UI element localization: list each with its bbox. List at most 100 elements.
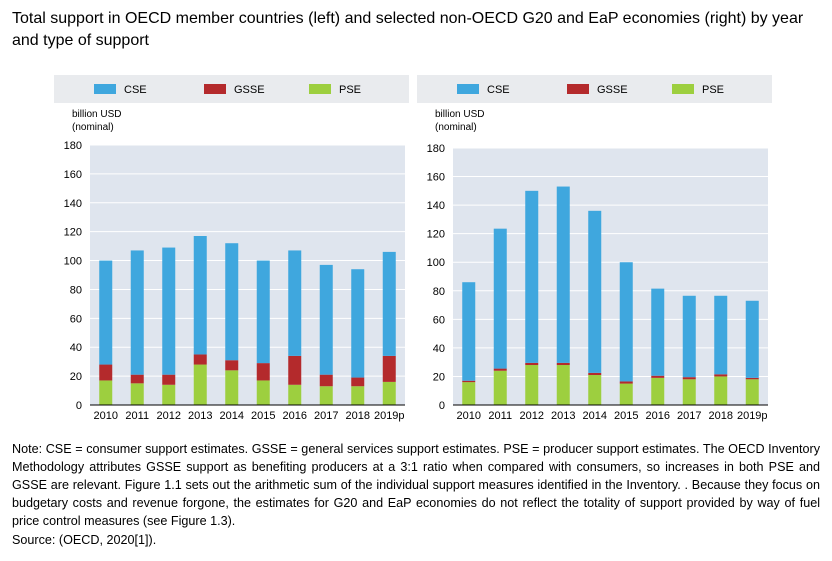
bar-gsse-2012 [525,362,539,366]
bar-cse-2016 [288,250,302,356]
bar-gsse-2018 [351,377,365,387]
legend-swatch-pse [672,84,694,94]
x-tick-label: 2013 [188,410,212,422]
bar-pse-2016 [651,377,665,405]
bar-pse-2012 [162,384,176,405]
legend-swatch-pse [309,84,331,94]
y-tick-label: 160 [427,172,445,184]
y-axis-label: (nominal) [435,122,477,133]
bar-pse-2017 [682,379,696,405]
figure-title: Total support in OECD member countries (… [12,10,804,49]
x-tick-label: 2011 [488,410,512,422]
y-tick-label: 20 [433,371,445,383]
x-tick-label: 2016 [646,410,670,422]
x-tick-label: 2010 [457,410,481,422]
x-tick-label: 2019p [374,410,405,422]
bar-gsse-2015 [619,381,633,384]
left-chart-panel: CSE GSSE PSE billion USD (nominal) 0 20 40 60 80 1… [54,75,409,427]
bar-gsse-2014 [588,372,602,376]
x-tick-label: 2014 [583,410,607,422]
bar-pse-2019p [745,379,759,405]
x-tick-label: 2018 [709,410,733,422]
bar-cse-2019p [382,251,396,356]
legend-swatch-gsse [204,84,226,94]
y-tick-label: 100 [427,257,445,269]
bar-pse-2011 [130,383,144,405]
y-tick-label: 180 [64,140,82,152]
bar-pse-2010 [99,380,113,405]
figure-source: Source: (OECD, 2020[1]). [12,533,157,547]
legend-label-cse: CSE [124,84,147,96]
y-tick-label: 140 [64,198,82,210]
bar-pse-2010 [462,382,476,405]
bar-cse-2010 [462,282,476,381]
bar-gsse-2011 [493,368,507,371]
bar-cse-2012 [162,247,176,375]
x-tick-label: 2016 [283,410,307,422]
bar-cse-2011 [493,228,507,369]
legend-swatch-gsse [567,84,589,94]
x-tick-label: 2012 [157,410,181,422]
y-tick-label: 20 [70,371,82,383]
y-tick-label: 40 [433,343,445,355]
bar-pse-2012 [525,365,539,405]
bar-gsse-2019p [382,355,396,382]
bar-pse-2018 [351,386,365,405]
legend-label-gsse: GSSE [234,84,265,96]
y-tick-label: 80 [70,284,82,296]
bar-pse-2016 [288,384,302,405]
y-tick-label: 160 [64,169,82,181]
bar-gsse-2010 [99,364,113,381]
x-tick-label: 2012 [520,410,544,422]
bar-gsse-2016 [651,375,665,378]
bar-cse-2012 [525,190,539,363]
y-axis-label: billion USD [72,109,121,120]
y-tick-label: 120 [427,229,445,241]
bar-cse-2017 [682,295,696,378]
bar-gsse-2010 [462,380,476,383]
y-tick-label: 40 [70,342,82,354]
bar-pse-2013 [556,365,570,405]
g20-eap-support-chart: CSE GSSE PSE billion USD (nominal) 0 20 40 60 80 1… [417,75,772,422]
bar-pse-2018 [714,376,728,405]
x-tick-label: 2013 [551,410,575,422]
bar-cse-2014 [225,243,239,361]
bar-gsse-2012 [162,374,176,385]
legend-label-pse: PSE [339,84,361,96]
bar-pse-2014 [588,375,602,405]
bar-gsse-2017 [682,377,696,380]
bar-cse-2017 [319,264,333,375]
y-tick-label: 120 [64,227,82,239]
x-tick-label: 2018 [346,410,370,422]
bar-cse-2019p [745,300,759,378]
bar-gsse-2017 [319,374,333,387]
bar-pse-2014 [225,370,239,405]
bar-pse-2017 [319,386,333,405]
right-chart-panel: CSE GSSE PSE billion USD (nominal) 0 20 40 60 80 1… [417,75,772,427]
x-tick-label: 2019p [737,410,768,422]
x-tick-label: 2015 [614,410,638,422]
x-tick-label: 2015 [251,410,275,422]
bar-pse-2015 [256,380,270,405]
x-tick-label: 2017 [314,410,338,422]
bar-gsse-2013 [556,362,570,366]
legend-label-pse: PSE [702,84,724,96]
x-tick-label: 2011 [125,410,149,422]
legend-label-cse: CSE [487,84,510,96]
figure-note: Note: CSE = consumer support estimates. … [12,442,820,528]
y-tick-label: 140 [427,200,445,212]
bar-pse-2013 [193,364,207,405]
legend-swatch-cse [457,84,479,94]
y-tick-label: 0 [439,400,445,412]
y-tick-label: 0 [76,400,82,412]
y-axis-label: (nominal) [72,122,114,133]
x-tick-label: 2010 [94,410,118,422]
bar-cse-2011 [130,250,144,375]
bar-cse-2014 [588,210,602,373]
legend-swatch-cse [94,84,116,94]
bar-cse-2016 [651,288,665,376]
oecd-support-chart: CSE GSSE PSE billion USD (nominal) 0 20 40 60 80 1… [54,75,409,422]
bar-cse-2015 [619,262,633,382]
bar-gsse-2015 [256,363,270,381]
bar-gsse-2019p [745,377,759,380]
